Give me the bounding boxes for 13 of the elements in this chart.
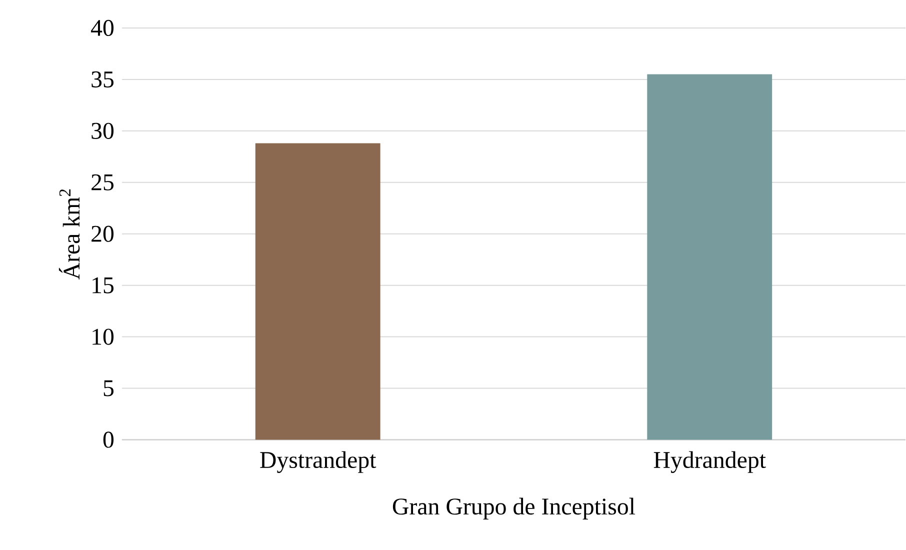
y-tick-label: 10 — [92, 328, 114, 346]
y-tick-label: 30 — [92, 123, 114, 140]
y-tick-label: 5 — [104, 380, 114, 396]
y-tick-label: 35 — [92, 72, 114, 88]
x-tick-label: Hydrandept — [654, 451, 766, 474]
x-tick-label: Dystrandept — [260, 451, 376, 474]
y-tick-label: 40 — [91, 20, 114, 36]
y-axis-title: Área km$^{2}$ — [58, 190, 80, 280]
x-axis-title: Gran Grupo de Inceptisol — [392, 498, 636, 520]
y-tick-label: 20 — [92, 226, 114, 242]
y-tick-label: 25 — [92, 174, 114, 191]
y-tick-label: 15 — [92, 277, 114, 294]
y-tick-label: 0 — [103, 432, 114, 448]
